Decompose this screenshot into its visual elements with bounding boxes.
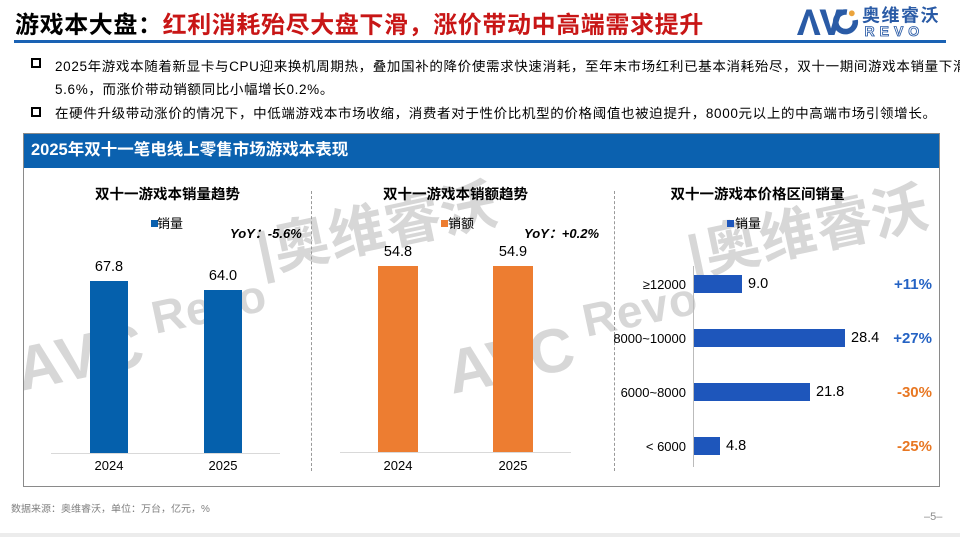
svg-text:REVO: REVO <box>865 23 925 39</box>
svg-text:奥维睿沃: 奥维睿沃 <box>862 3 940 28</box>
